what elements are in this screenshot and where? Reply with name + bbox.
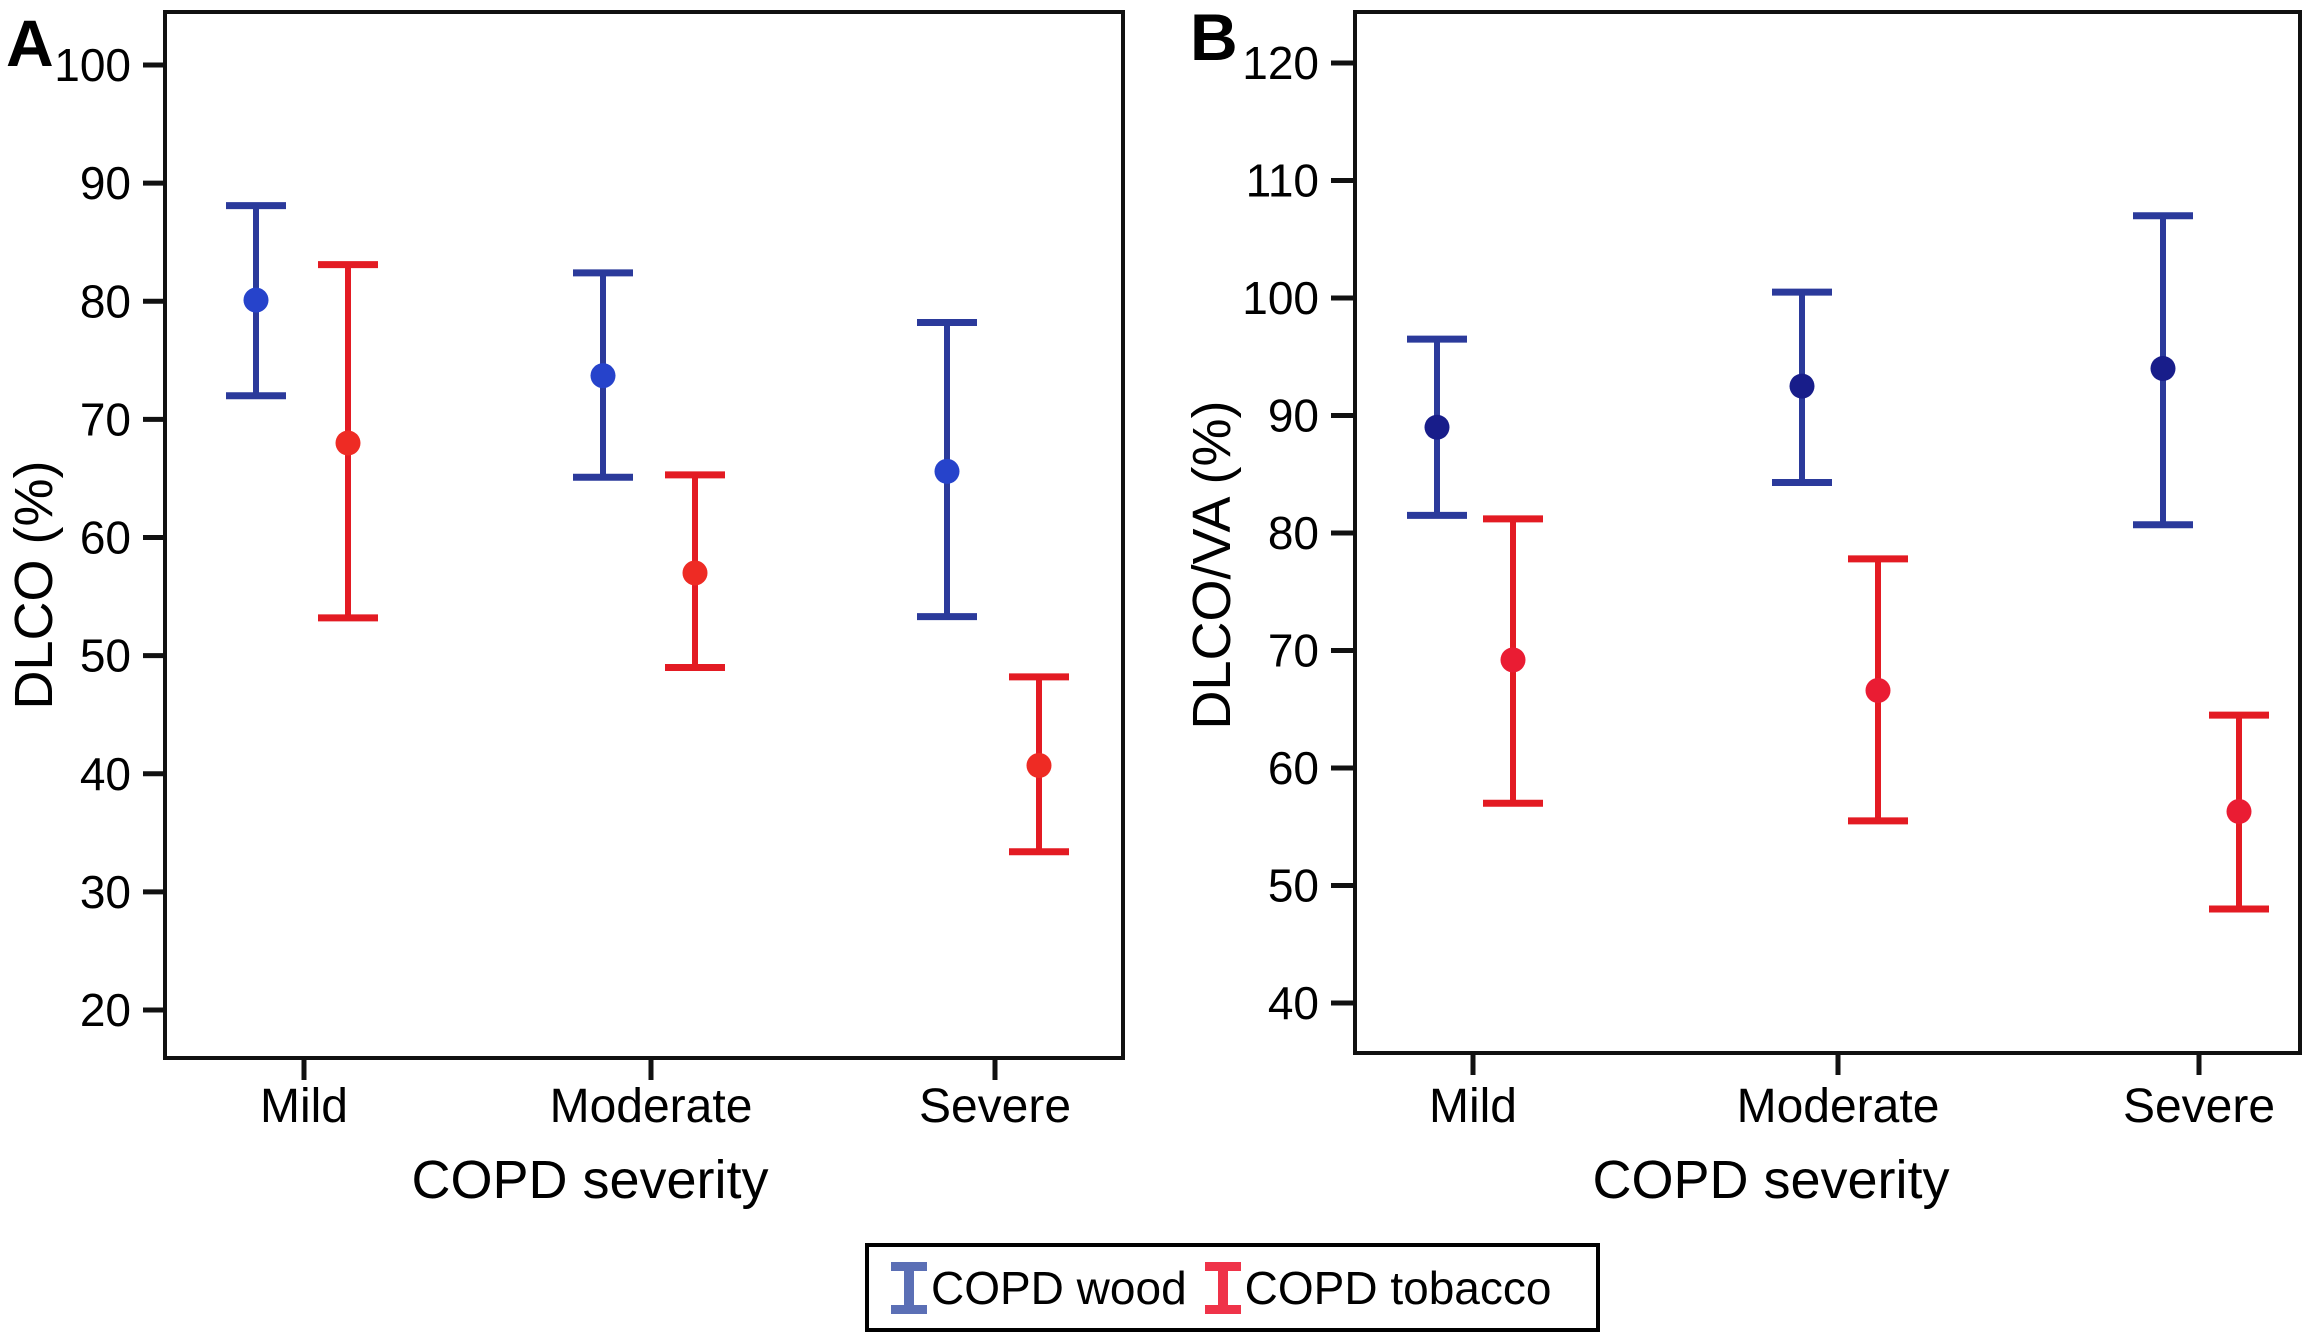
- panel-a-label: A: [6, 6, 54, 80]
- svg-text:120: 120: [1242, 37, 1319, 89]
- svg-text:20: 20: [80, 984, 131, 1036]
- svg-text:40: 40: [1268, 977, 1319, 1029]
- svg-text:60: 60: [80, 512, 131, 564]
- svg-text:Severe: Severe: [919, 1080, 1071, 1133]
- svg-text:COPD severity: COPD severity: [1592, 1150, 1949, 1210]
- svg-text:COPD severity: COPD severity: [411, 1150, 768, 1210]
- svg-text:Mild: Mild: [260, 1080, 348, 1133]
- legend-label-tobacco: COPD tobacco: [1244, 1261, 1552, 1314]
- svg-text:Mild: Mild: [1429, 1080, 1517, 1133]
- svg-text:DLCO/VA (%): DLCO/VA (%): [1182, 400, 1242, 729]
- svg-text:DLCO (%): DLCO (%): [4, 460, 64, 709]
- errorbar-glyph-red-icon: [1204, 1261, 1241, 1314]
- svg-text:100: 100: [1242, 272, 1319, 324]
- svg-text:100: 100: [54, 39, 131, 91]
- legend-label-wood: COPD wood: [931, 1261, 1187, 1314]
- svg-text:60: 60: [1268, 742, 1319, 794]
- svg-text:50: 50: [80, 630, 131, 682]
- svg-text:90: 90: [1268, 390, 1319, 442]
- legend: COPD wood COPD tobacco: [865, 1243, 1600, 1332]
- legend-item-wood: COPD wood: [891, 1261, 1187, 1315]
- legend-item-tobacco: COPD tobacco: [1204, 1261, 1552, 1315]
- svg-text:80: 80: [80, 275, 131, 327]
- svg-text:Moderate: Moderate: [550, 1080, 753, 1133]
- svg-text:90: 90: [80, 157, 131, 209]
- svg-text:70: 70: [1268, 625, 1319, 677]
- svg-text:Severe: Severe: [2123, 1080, 2275, 1133]
- svg-text:50: 50: [1268, 860, 1319, 912]
- svg-text:80: 80: [1268, 507, 1319, 559]
- svg-text:30: 30: [80, 866, 131, 918]
- svg-text:Moderate: Moderate: [1737, 1080, 1940, 1133]
- svg-text:40: 40: [80, 748, 131, 800]
- svg-text:70: 70: [80, 393, 131, 445]
- svg-text:110: 110: [1246, 155, 1319, 207]
- errorbar-glyph-blue-icon: [891, 1261, 927, 1314]
- panel-b-label: B: [1190, 0, 1238, 74]
